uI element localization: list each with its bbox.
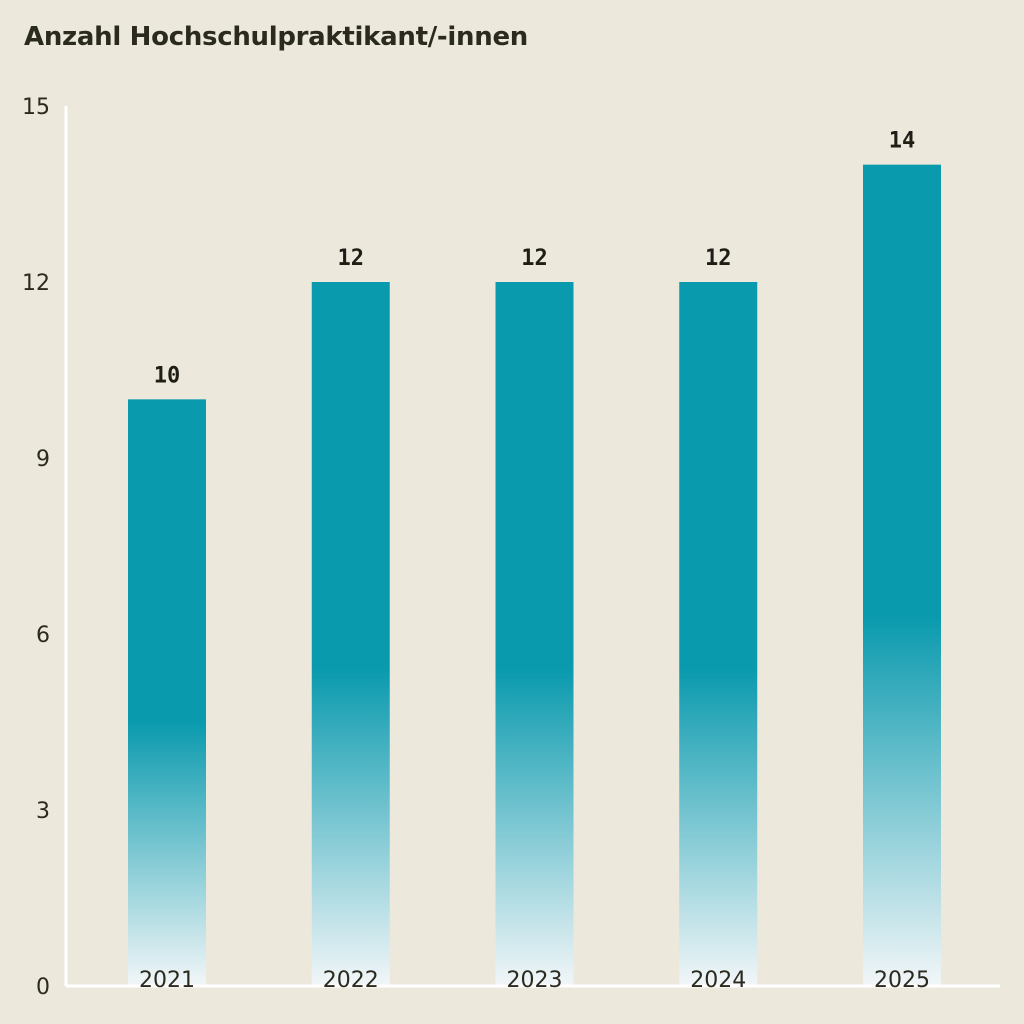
bar-2022 [311, 282, 390, 986]
bar-2021 [128, 399, 206, 986]
y-tick-labels: 0 3 6 9 12 15 [22, 95, 50, 1000]
data-label: 12 [705, 246, 732, 271]
x-tick-label: 2022 [323, 968, 379, 993]
x-tick-label: 2024 [690, 968, 746, 993]
data-label: 12 [338, 246, 365, 271]
bar-2024 [679, 282, 758, 986]
y-tick-label: 3 [36, 799, 50, 824]
bar-2023 [495, 282, 574, 986]
data-label: 12 [521, 246, 548, 271]
x-tick-label: 2021 [139, 968, 195, 993]
data-labels: 10 12 12 12 14 [154, 129, 916, 389]
y-tick-label: 12 [22, 271, 50, 296]
data-label: 14 [889, 129, 916, 154]
x-tick-label: 2025 [874, 968, 930, 993]
bars-layer [128, 164, 941, 986]
x-tick-labels: 2021 2022 2023 2024 2025 [139, 968, 930, 993]
chart-title: Anzahl Hochschulpraktikant/-innen [24, 22, 528, 52]
bar-2025 [863, 164, 941, 986]
y-tick-label: 0 [36, 975, 50, 1000]
data-label: 10 [154, 363, 181, 388]
y-tick-label: 9 [36, 447, 50, 472]
x-tick-label: 2023 [507, 968, 563, 993]
y-tick-label: 6 [36, 623, 50, 648]
y-tick-label: 15 [22, 95, 50, 120]
